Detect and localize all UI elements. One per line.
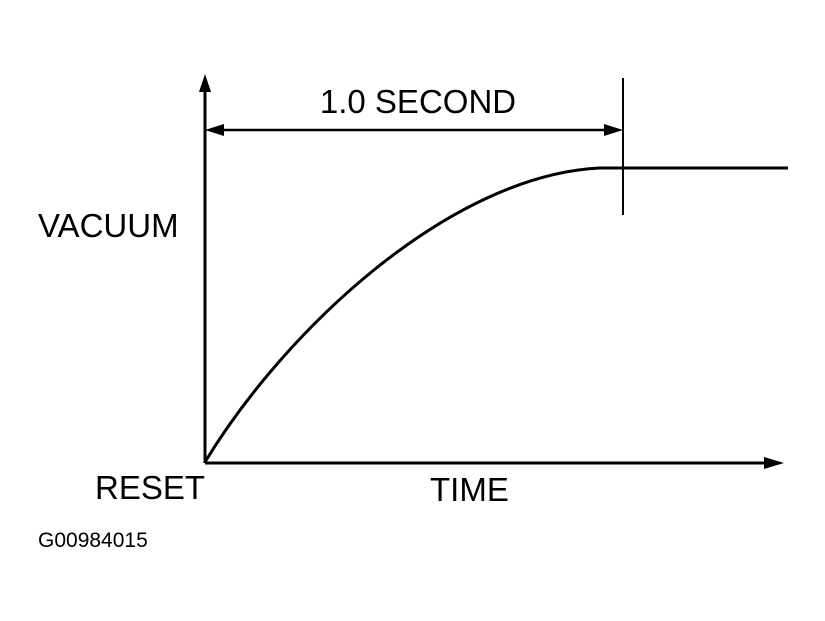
y-axis-arrow: [199, 74, 211, 92]
figure-id: G00984015: [38, 529, 148, 552]
dimension-arrow-left: [205, 124, 224, 136]
dimension-label: 1.0 SECOND: [320, 83, 516, 120]
y-axis-label: VACUUM: [38, 207, 179, 244]
vacuum-curve: [203, 166, 788, 463]
dimension-arrow-right: [604, 124, 623, 136]
x-axis-arrow: [764, 457, 784, 469]
x-axis-label: TIME: [430, 471, 509, 508]
origin-label: RESET: [95, 469, 205, 506]
